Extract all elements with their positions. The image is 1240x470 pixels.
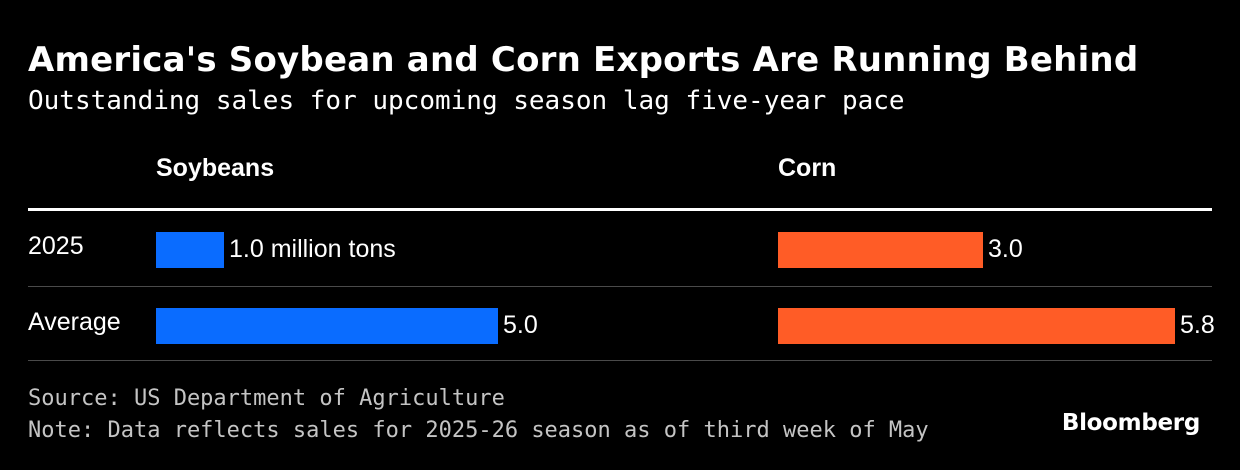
bar-corn-2025	[778, 232, 983, 268]
bar-label-corn-2025: 3.0	[988, 235, 1023, 263]
source-note: Source: US Department of Agriculture	[28, 386, 505, 411]
row-divider	[28, 286, 1212, 287]
chart-subtitle: Outstanding sales for upcoming season la…	[28, 86, 905, 116]
chart-title: America's Soybean and Corn Exports Are R…	[28, 40, 1139, 80]
bloomberg-logo: Bloomberg	[1061, 410, 1200, 436]
row-label-average: Average	[28, 308, 121, 336]
panel-header-corn: Corn	[778, 154, 837, 182]
bar-label-corn-average: 5.8	[1180, 311, 1215, 339]
bar-label-soybeans-2025: 1.0 million tons	[229, 235, 396, 263]
row-divider	[28, 360, 1212, 361]
row-label-2025: 2025	[28, 232, 84, 260]
header-rule	[28, 208, 1212, 211]
bar-soybeans-2025	[156, 232, 224, 268]
panel-header-soybeans: Soybeans	[156, 154, 275, 182]
bar-corn-average	[778, 308, 1175, 344]
bar-soybeans-average	[156, 308, 498, 344]
bar-label-soybeans-average: 5.0	[503, 311, 538, 339]
data-note: Note: Data reflects sales for 2025-26 se…	[28, 418, 929, 443]
